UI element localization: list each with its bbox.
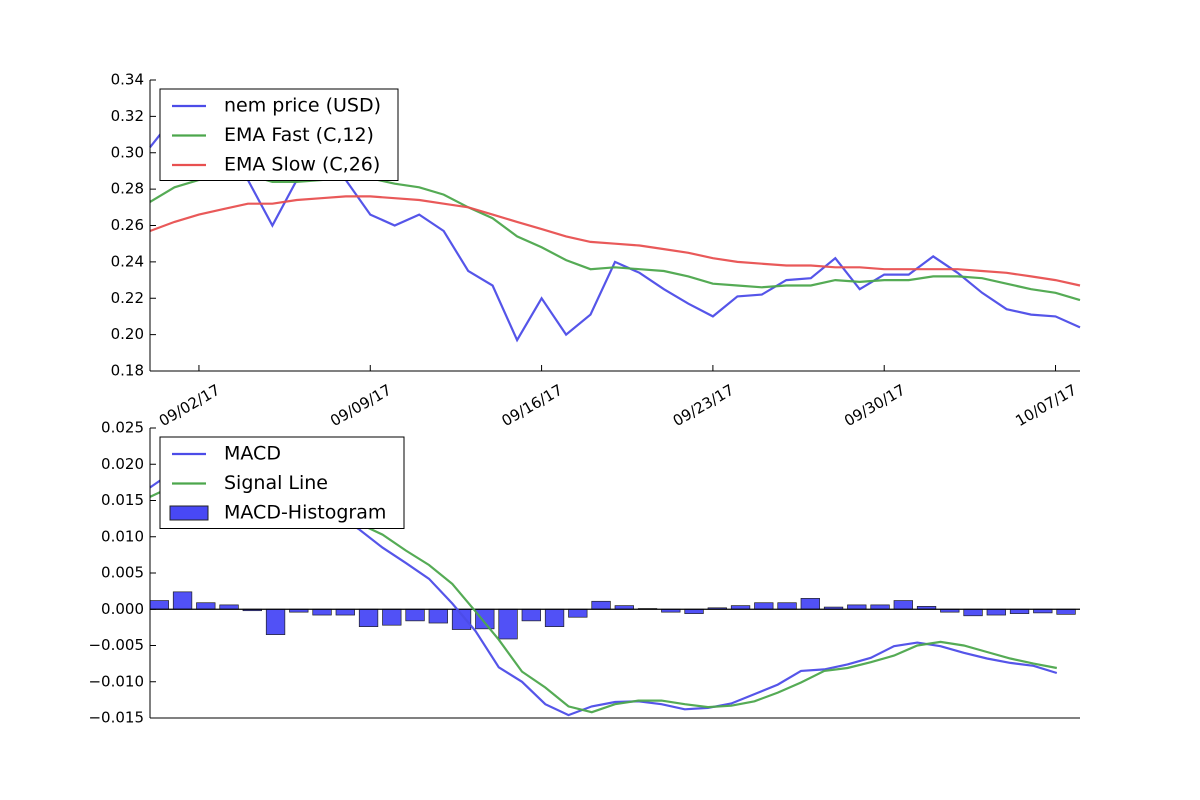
x-tick-label: 09/30/17 (841, 381, 908, 430)
legend-label: EMA Fast (C,12) (224, 124, 374, 146)
y-tick-label: 0.26 (111, 216, 144, 234)
x-tick-label: 09/02/17 (156, 381, 223, 430)
legend-label: nem price (USD) (224, 95, 381, 117)
histogram-bar (428, 608, 448, 624)
line (149, 195, 1081, 287)
histogram-bar (754, 602, 774, 610)
legend-label: MACD-Histogram (224, 502, 386, 524)
y-tick-label: 0.025 (101, 419, 144, 437)
line (149, 173, 1081, 302)
y-tick-label: 0.24 (111, 252, 144, 270)
y-tick-label: 0.000 (101, 600, 144, 618)
histogram-bar (521, 608, 541, 622)
y-tick-label: 0.015 (101, 491, 144, 509)
x-tick-label: 10/07/17 (1012, 381, 1079, 430)
histogram-bar (684, 608, 704, 614)
histogram-bar (358, 608, 379, 627)
y-tick-label: 0.32 (111, 107, 144, 125)
legend-swatch (169, 505, 209, 521)
x-tick-label: 09/16/17 (498, 381, 565, 430)
y-tick-label: −0.015 (88, 709, 144, 727)
y-tick-label: 0.28 (111, 180, 144, 198)
histogram-bar (335, 608, 355, 616)
x-tick-label: 09/23/17 (670, 381, 737, 430)
histogram-bar (847, 604, 867, 610)
y-tick-label: −0.010 (88, 672, 144, 690)
histogram-bar (149, 600, 169, 610)
y-tick-label: 0.20 (111, 325, 144, 343)
y-tick-label: 0.010 (101, 527, 144, 545)
histogram-bar (451, 608, 472, 630)
histogram-bar (172, 591, 193, 610)
histogram-bar (219, 604, 239, 610)
y-tick-label: −0.005 (88, 636, 144, 654)
legend-label: MACD (224, 443, 281, 465)
y-tick-label: 0.22 (111, 289, 144, 307)
y-tick-label: 0.34 (111, 71, 144, 89)
x-tick-label: 09/09/17 (327, 381, 394, 430)
histogram-bar (568, 608, 588, 618)
histogram-bar (986, 608, 1006, 616)
legend: MACD Signal Line MACD-Histogram (159, 436, 405, 529)
histogram-bar (963, 608, 983, 617)
histogram-bar (591, 600, 611, 610)
y-tick-label: 0.020 (101, 455, 144, 473)
histogram-bar (870, 604, 890, 610)
legend: nem price (USD) EMA Fast (C,12) EMA Slow (… (159, 88, 399, 181)
histogram-bar (800, 598, 820, 610)
histogram-bar (312, 608, 332, 616)
histogram-bar (777, 602, 797, 610)
histogram-bar (1009, 608, 1030, 614)
histogram-bar (544, 608, 565, 627)
histogram-bar (475, 608, 495, 630)
histogram-bar (196, 602, 216, 610)
y-tick-label: 0.005 (101, 564, 144, 582)
histogram-bar (498, 608, 518, 640)
histogram-bar (405, 608, 425, 622)
histogram-bar (382, 608, 402, 626)
subplot: −0.015 −0.010 −0.005 0.000 0.005 0.010 0.015 0.… (88, 419, 1080, 727)
legend-label: EMA Slow (C,26) (224, 154, 380, 176)
histogram-bar (893, 600, 913, 610)
subplot: 0.18 0.20 0.22 0.24 0.26 0.28 0.30 0.32 0.34 09/0… (111, 71, 1081, 430)
histogram-bar (265, 608, 286, 635)
y-tick-label: 0.30 (111, 143, 144, 161)
y-tick-label: 0.18 (111, 362, 144, 380)
legend-label: Signal Line (224, 472, 328, 494)
histogram-bar (1056, 608, 1076, 615)
